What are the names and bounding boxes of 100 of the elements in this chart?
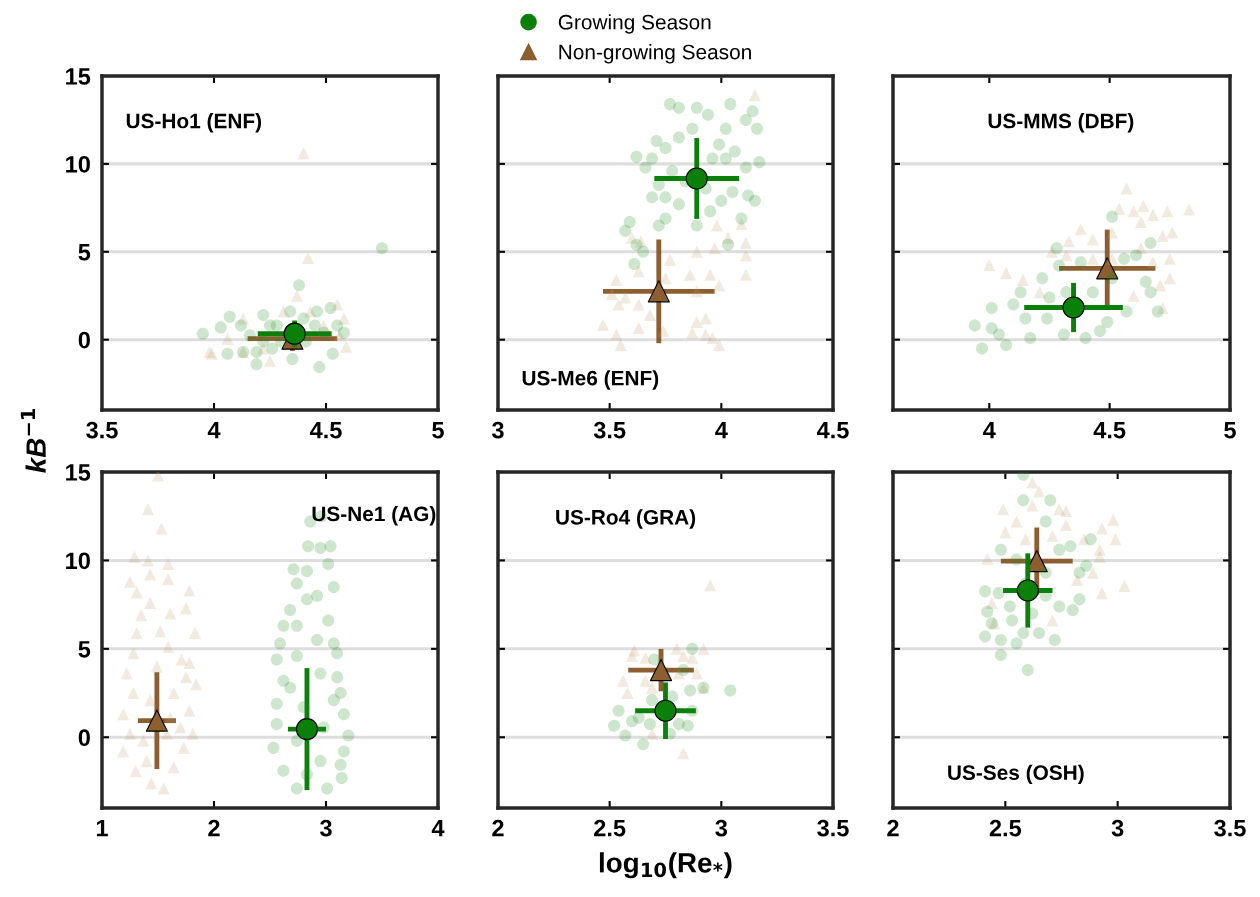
x-tick-label: 4.5 (309, 421, 342, 439)
point (290, 577, 303, 590)
point (175, 653, 188, 666)
point (123, 727, 137, 740)
x-tick-label: 3.5 (593, 421, 626, 439)
point (1118, 252, 1131, 265)
point (144, 596, 157, 609)
point (1057, 328, 1070, 341)
point (1053, 600, 1066, 613)
point (186, 727, 199, 740)
point (314, 667, 327, 680)
point (647, 280, 670, 303)
point (983, 258, 996, 271)
point (144, 694, 157, 707)
point (340, 340, 353, 353)
point (302, 251, 315, 264)
point (1163, 272, 1176, 285)
point (632, 298, 645, 311)
x-tick-label: 5 (432, 421, 444, 439)
point (672, 131, 685, 144)
point (968, 319, 981, 332)
point (162, 641, 175, 654)
point (701, 108, 714, 121)
point (214, 321, 227, 334)
point (154, 625, 167, 638)
point (1016, 579, 1039, 602)
x-tick-label: 4 (715, 421, 728, 439)
point (164, 711, 177, 724)
point (713, 138, 726, 151)
point (137, 734, 150, 747)
x-tick-label: 2.5 (594, 819, 626, 837)
point (1074, 256, 1087, 269)
point (1109, 533, 1122, 546)
x-tick-label: 2 (208, 819, 220, 837)
point (120, 667, 133, 680)
point (1016, 273, 1029, 286)
point (1064, 540, 1077, 553)
point (1010, 553, 1023, 566)
point (196, 327, 209, 340)
point (162, 572, 175, 585)
point (297, 312, 310, 325)
point (300, 768, 313, 781)
point (685, 167, 708, 190)
point (1062, 235, 1075, 248)
point (1120, 305, 1133, 318)
point (284, 305, 297, 318)
point (1014, 286, 1027, 299)
point (690, 219, 703, 232)
point (337, 708, 350, 721)
point (1010, 515, 1023, 528)
point (157, 782, 170, 795)
point (1118, 580, 1131, 593)
point (724, 684, 737, 697)
point (290, 734, 303, 747)
point (141, 503, 154, 516)
point (1113, 202, 1126, 215)
point (267, 741, 280, 754)
annotation: US-Me6 (ENF) (522, 370, 659, 390)
point (659, 272, 672, 285)
point (314, 755, 327, 768)
point (322, 557, 335, 570)
point (155, 522, 168, 535)
point (650, 135, 663, 148)
point (639, 674, 652, 687)
point (1134, 215, 1147, 228)
point (713, 279, 726, 292)
point (179, 671, 193, 684)
point (1066, 603, 1079, 616)
point (1074, 222, 1087, 235)
point (167, 761, 180, 774)
x-tick-label: 4 (207, 421, 221, 439)
point (295, 718, 319, 741)
point (250, 345, 263, 358)
y-axis-title: kB$^{−1}$ (20, 409, 46, 473)
point (672, 101, 685, 114)
y-tick-label: 5 (78, 244, 91, 261)
point (144, 568, 157, 581)
point (1033, 626, 1046, 639)
point (1079, 331, 1092, 344)
point (174, 721, 187, 734)
y-tick-label: 0 (78, 729, 90, 747)
point (1017, 626, 1030, 639)
point (1043, 291, 1056, 304)
point (646, 694, 659, 707)
point (270, 717, 283, 731)
point (293, 279, 306, 292)
point (1106, 226, 1119, 239)
point (290, 289, 303, 302)
y-tick-label: 10 (66, 552, 90, 570)
point (283, 322, 306, 345)
point (751, 122, 764, 135)
point (715, 194, 728, 207)
point (630, 150, 643, 163)
point (150, 660, 163, 673)
point (690, 285, 703, 298)
point (979, 585, 992, 598)
x-axis-title: log$_{10}$(Re$_{*}$) (599, 852, 732, 879)
point (331, 319, 344, 332)
point (300, 593, 313, 606)
point (1139, 275, 1152, 288)
